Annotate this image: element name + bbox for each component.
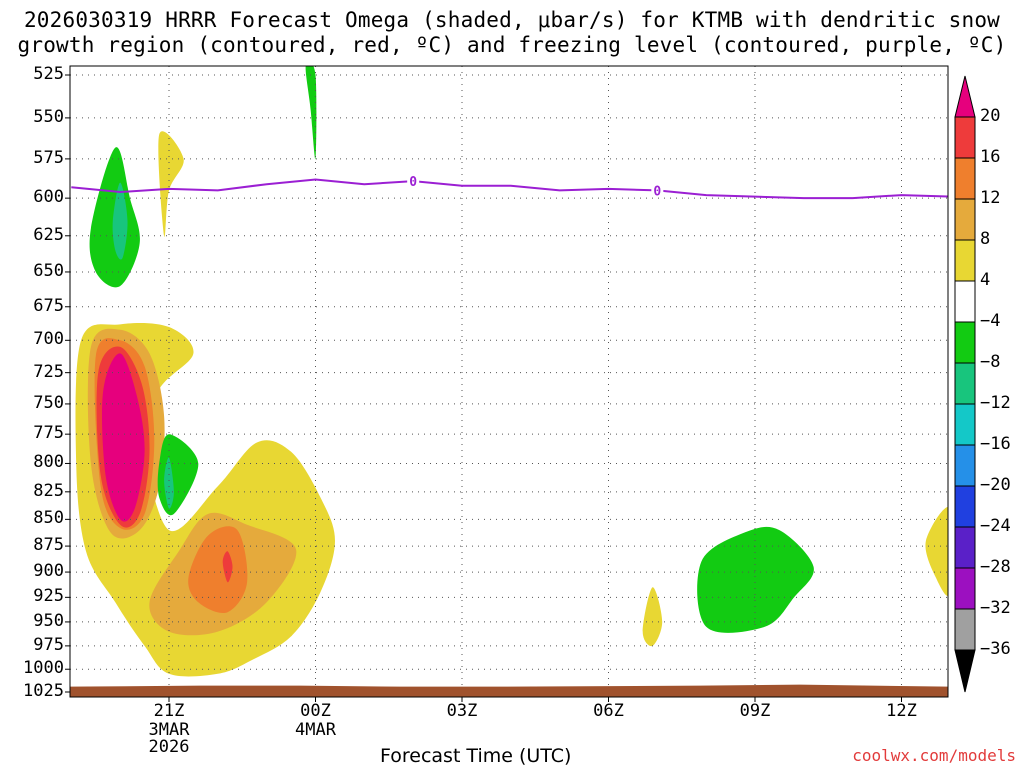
y-tick-label: 875 <box>33 535 64 556</box>
x-tick-label: 21Z <box>153 701 185 721</box>
y-tick-label: 650 <box>33 260 64 281</box>
y-tick-label: 925 <box>33 586 64 607</box>
omega-region-omega_m4_m8 <box>157 434 199 516</box>
x-tick-sublabel: 3MAR <box>148 720 190 740</box>
colorbar-label: 4 <box>980 270 991 290</box>
colorbar-label: −24 <box>980 516 1011 536</box>
x-tick-label: 00Z <box>300 701 331 721</box>
colorbar-label: −20 <box>980 475 1011 495</box>
terrain-layer <box>70 684 948 697</box>
y-tick-label: 825 <box>33 480 64 501</box>
freezing-level-layer: 00 <box>71 173 948 200</box>
colorbar-label: −16 <box>980 434 1011 454</box>
freezing-label-bg <box>651 182 664 198</box>
colorbar-segment <box>954 362 976 405</box>
x-tick-label: 12Z <box>886 701 917 721</box>
colorbar-segment <box>954 567 976 610</box>
y-tick-label: 950 <box>33 610 64 631</box>
colorbar-label: 8 <box>980 229 991 249</box>
omega-region-omega_gt_20 <box>101 353 145 522</box>
y-tick-label: 1000 <box>23 658 64 679</box>
y-tick-label: 1025 <box>23 681 64 701</box>
colorbar-segment <box>954 526 976 569</box>
y-tick-label: 600 <box>33 187 64 208</box>
colorbar-segment <box>954 198 976 241</box>
x-tick-sublabel: 4MAR <box>295 720 336 740</box>
freezing-level-label: 0 <box>653 184 661 199</box>
freezing-label-bg <box>407 173 420 189</box>
y-tick-label: 800 <box>33 452 64 473</box>
colorbar-label: −12 <box>980 393 1011 413</box>
chart-title-line-2: growth region (contoured, red, ºC) and f… <box>17 33 1007 57</box>
y-tick-label: 725 <box>33 361 64 382</box>
omega-region-omega_4_8 <box>642 587 663 647</box>
y-tick-label: 525 <box>33 64 64 84</box>
omega-region-omega_12_16 <box>188 526 248 614</box>
freezing-level-line <box>71 178 948 200</box>
x-tick-sublabel: 2026 <box>148 737 190 757</box>
colorbar-segment <box>954 403 976 446</box>
credit-text: coolwx.com/models <box>852 746 1016 765</box>
y-tick-label: 900 <box>33 561 64 582</box>
colorbar-label: 16 <box>980 147 1001 167</box>
y-tick-label: 575 <box>33 147 64 168</box>
y-tick-label: 775 <box>33 423 64 444</box>
omega-region-omega_m8_m12 <box>112 182 128 260</box>
freezing-level-label: 0 <box>409 175 417 190</box>
omega-region-omega_4_8 <box>925 506 948 597</box>
plot-frame <box>69 65 949 698</box>
colorbar-segment <box>954 608 976 651</box>
colorbar <box>954 75 976 693</box>
colorbar-label: 20 <box>980 106 1001 126</box>
colorbar-top-arrow <box>954 75 976 118</box>
colorbar-segment <box>954 116 976 159</box>
colorbar-segment <box>954 157 976 200</box>
colorbar-bottom-arrow <box>954 649 976 693</box>
y-tick-label: 975 <box>33 634 64 655</box>
colorbar-label: −32 <box>980 598 1011 618</box>
y-tick-label: 700 <box>33 329 64 350</box>
terrain-band <box>70 684 948 697</box>
y-tick-label: 750 <box>33 392 64 413</box>
colorbar-segment <box>954 444 976 487</box>
x-axis-title: Forecast Time (UTC) <box>380 745 572 767</box>
colorbar-label: −28 <box>980 557 1011 577</box>
colorbar-segment <box>954 485 976 528</box>
colorbar-segment <box>954 239 976 282</box>
y-tick-label: 850 <box>33 508 64 529</box>
colorbar-segment <box>954 321 976 364</box>
chart-title-line-1: 2026030319 HRRR Forecast Omega (shaded, … <box>23 8 1001 32</box>
y-tick-label: 550 <box>33 106 64 127</box>
omega-region-omega_4_8 <box>158 131 184 238</box>
omega-shading-layer <box>75 66 948 677</box>
colorbar-label: 12 <box>980 188 1001 208</box>
omega-region-omega_m4_m8 <box>305 66 317 160</box>
omega-region-omega_16_20 <box>222 551 233 583</box>
x-tick-label: 06Z <box>593 701 624 721</box>
colorbar-label: −36 <box>980 639 1011 659</box>
axis-ticks-layer <box>65 74 902 702</box>
colorbar-segment <box>954 280 976 323</box>
y-tick-label: 675 <box>33 295 64 316</box>
colorbar-label: −8 <box>980 352 1001 372</box>
x-tick-label: 09Z <box>739 701 771 721</box>
colorbar-label: −4 <box>980 311 1001 331</box>
x-tick-label: 03Z <box>446 701 478 721</box>
omega-region-omega_m4_m8 <box>697 526 814 633</box>
y-tick-label: 625 <box>33 224 64 245</box>
omega-region-omega_m8_m12 <box>164 457 174 509</box>
